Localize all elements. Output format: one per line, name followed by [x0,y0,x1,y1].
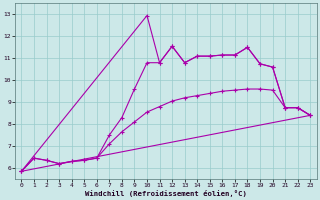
X-axis label: Windchill (Refroidissement éolien,°C): Windchill (Refroidissement éolien,°C) [85,190,247,197]
